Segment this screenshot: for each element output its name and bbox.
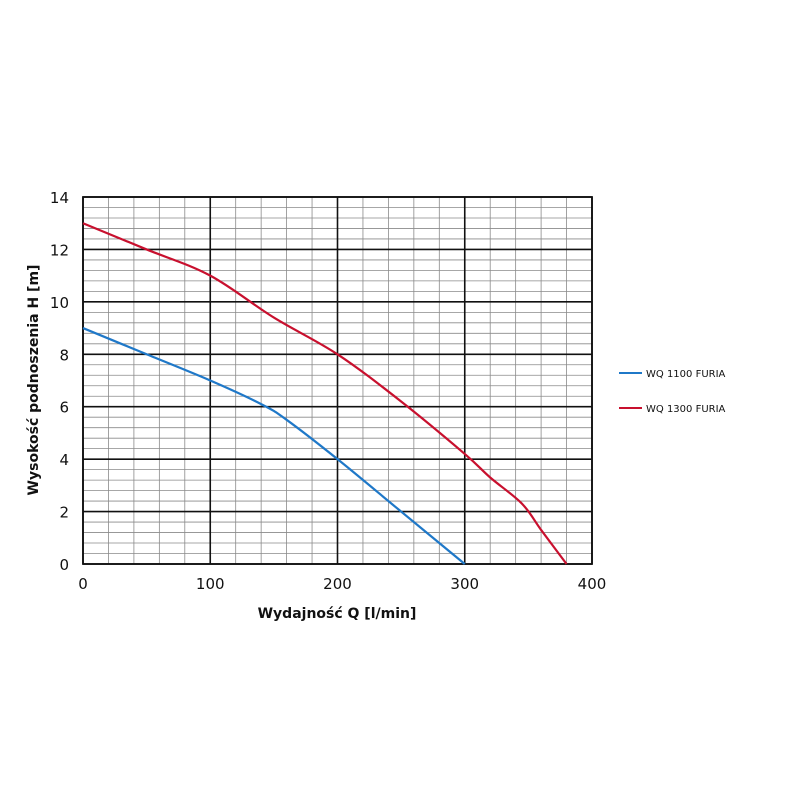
x-axis-title: Wydajność Q [l/min] bbox=[258, 606, 417, 622]
series-line-2 bbox=[82, 222, 568, 565]
major-grid bbox=[82, 196, 593, 565]
tick-labels: 0 100 200 300 400 0 2 4 6 8 10 12 14 bbox=[50, 189, 606, 593]
y-tick-label: 10 bbox=[50, 294, 69, 312]
y-tick-label: 2 bbox=[59, 504, 69, 522]
x-tick-label: 400 bbox=[578, 575, 607, 593]
plot-frame bbox=[82, 196, 593, 565]
x-tick-label: 100 bbox=[196, 575, 225, 593]
legend-label: WQ 1300 FURIA bbox=[646, 404, 726, 415]
x-tick-label: 300 bbox=[450, 575, 479, 593]
y-axis-title: Wysokość podnoszenia H [m] bbox=[26, 265, 42, 496]
x-tick-label: 200 bbox=[323, 575, 352, 593]
y-tick-label: 14 bbox=[50, 189, 69, 207]
x-tick-label: 0 bbox=[78, 575, 88, 593]
y-tick-label: 4 bbox=[59, 451, 69, 469]
legend-label: WQ 1100 FURIA bbox=[646, 369, 726, 380]
series-layer bbox=[82, 222, 568, 565]
y-tick-label: 6 bbox=[59, 399, 69, 417]
legend: WQ 1100 FURIA WQ 1300 FURIA bbox=[619, 369, 726, 415]
y-tick-label: 12 bbox=[50, 241, 69, 259]
y-tick-label: 8 bbox=[59, 346, 69, 364]
y-tick-label: 0 bbox=[59, 556, 69, 574]
series-line-1 bbox=[82, 327, 466, 565]
